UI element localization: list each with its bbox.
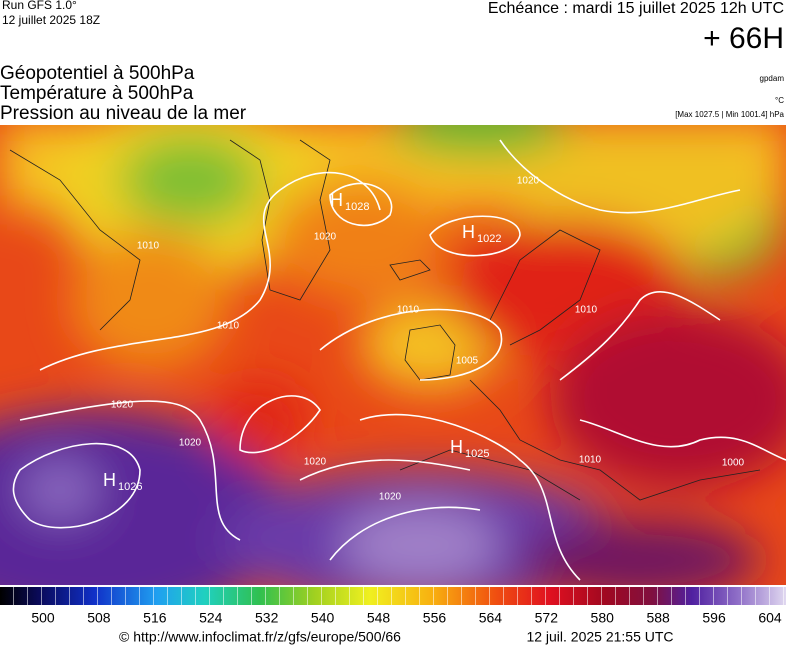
high-letter: H [462, 222, 475, 242]
isobar-label: 1010 [397, 305, 420, 316]
isobar-label: 1020 [314, 232, 337, 243]
colorbar-tick-label: 508 [87, 610, 111, 626]
colorbar-tick-label: 564 [479, 610, 503, 626]
field-name: Température à 500hPa [0, 83, 194, 104]
colorbar-tick-label: 588 [646, 610, 670, 626]
high-letter: H [450, 437, 463, 457]
isobar-label: 1020 [111, 400, 134, 411]
timestamp: 12 juil. 2025 21:55 UTC [526, 629, 673, 645]
isobar-label: 1000 [722, 458, 745, 469]
isobar-label: 1005 [456, 356, 479, 367]
isobar-label: 1020 [179, 438, 202, 449]
field-name: Pression au niveau de la mer [0, 103, 247, 124]
colorbar-tick-label: 572 [535, 610, 559, 626]
isobar-label: 1010 [579, 455, 602, 466]
field-name: Géopotentiel à 500hPa [0, 63, 195, 84]
high-value: 1025 [465, 448, 489, 460]
isobar-label: 1020 [304, 457, 327, 468]
colorbar-tick-label: 516 [143, 610, 167, 626]
colorbar-tick-label: 532 [255, 610, 279, 626]
isobars [12, 139, 786, 581]
valid-time: Echéance : mardi 15 juillet 2025 12h UTC [488, 0, 784, 17]
high-value: 1026 [118, 481, 142, 493]
colorbar-tick-label: 548 [367, 610, 391, 626]
source-url: © http://www.infoclimat.fr/z/gfs/europe/… [119, 629, 401, 645]
colorbar-tick-label: 604 [758, 610, 782, 626]
unit: °C [775, 96, 784, 105]
high-value: 1028 [345, 201, 369, 213]
colorbar-tick-label: 500 [31, 610, 55, 626]
run-model: Run GFS 1.0° [2, 0, 77, 12]
map [0, 125, 786, 585]
high-value: 1022 [477, 233, 501, 245]
high-letter: H [103, 470, 116, 490]
colorbar-ticks: 500 508 516 524 532 540 548 556 564 572 580 588 596 6… [31, 610, 782, 626]
unit: gpdam [760, 74, 785, 83]
colorbar-tick-label: 524 [199, 610, 223, 626]
isobar-label: 1020 [517, 176, 540, 187]
colorbar-tick-label: 540 [311, 610, 335, 626]
run-date: 12 juillet 2025 18Z [2, 13, 100, 27]
colorbar-tick-label: 580 [591, 610, 615, 626]
isobar-label: 1020 [379, 492, 402, 503]
isobar-label: 1010 [217, 321, 240, 332]
high-letter: H [330, 190, 343, 210]
isobar-label: 1010 [137, 241, 160, 252]
colorbar-tick-label: 556 [423, 610, 447, 626]
coastlines [9, 139, 761, 501]
lead-time: + 66H [703, 22, 784, 55]
unit: [Max 1027.5 | Min 1001.4] hPa [675, 110, 784, 119]
isobar-label: 1010 [575, 305, 598, 316]
colorbar-tick-label: 596 [702, 610, 726, 626]
colorbar-separators [0, 587, 786, 605]
